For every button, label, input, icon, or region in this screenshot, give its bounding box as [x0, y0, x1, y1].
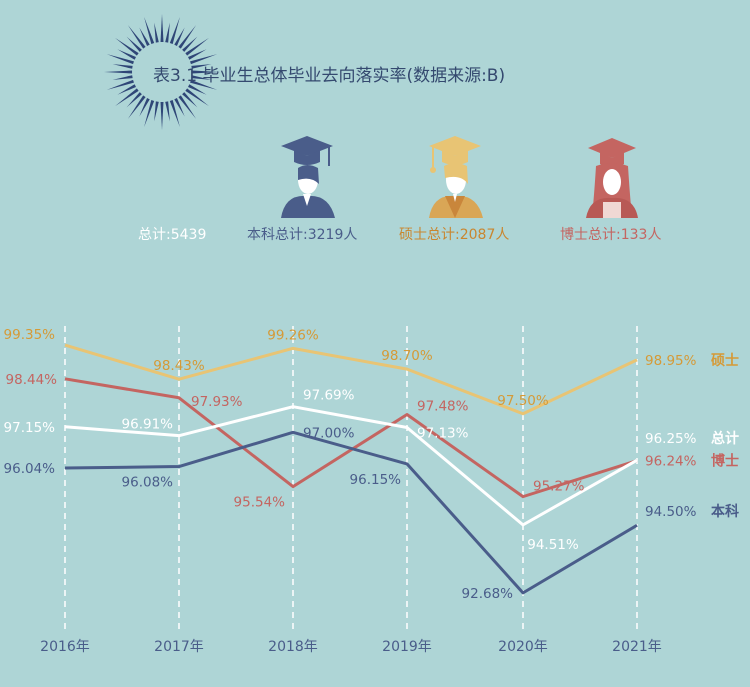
- sunburst-ray: [126, 36, 142, 52]
- sunburst-ray: [127, 25, 146, 49]
- sunburst-ray: [174, 98, 185, 117]
- sunburst-ray: [178, 95, 197, 119]
- sunburst-ray: [154, 22, 159, 43]
- sunburst-ray: [178, 25, 197, 49]
- series-name-total: 总计: [711, 430, 739, 447]
- sunburst-ray: [144, 100, 155, 128]
- data-labels: 99.35% 98.43% 99.26% 98.70% 97.50% 98.95% 98.4…: [4, 327, 697, 602]
- x-tick-label: 2018年: [268, 639, 318, 655]
- data-label-total: 96.91%: [122, 417, 174, 433]
- data-label-bachelor: 94.50%: [645, 504, 697, 520]
- sunburst-ray: [188, 84, 207, 95]
- data-label-doctor: 95.54%: [234, 495, 286, 511]
- sunburst-ray: [144, 16, 155, 44]
- sunburst-ray: [126, 92, 142, 108]
- sunburst-ray: [104, 70, 133, 74]
- sunburst-ray: [117, 84, 136, 95]
- data-label-total: 97.69%: [303, 388, 355, 404]
- x-tick-label: 2019年: [382, 639, 432, 655]
- sunburst-ray: [106, 79, 134, 90]
- data-label-doctor: 97.93%: [191, 394, 243, 410]
- sunburst-ray: [165, 101, 170, 122]
- sunburst-ray: [160, 101, 164, 130]
- sunburst-ray: [185, 37, 209, 56]
- sunburst-ray: [185, 88, 209, 107]
- sunburst-ray: [182, 92, 198, 108]
- legend-doctor: 博士总计:133人: [560, 227, 662, 243]
- data-label-doctor: 98.44%: [6, 372, 58, 388]
- grid-lines: [64, 326, 638, 630]
- sunburst-ray: [169, 100, 180, 128]
- graduate-bachelor-icon: [281, 136, 335, 218]
- data-label-doctor: 96.24%: [645, 454, 697, 470]
- sunburst-ray: [139, 27, 150, 46]
- series-name-master: 硕士: [711, 352, 739, 369]
- legend-bachelor: 本科总计:3219人: [247, 227, 358, 243]
- legend-total: 总计:5439: [138, 227, 207, 243]
- sunburst-ray: [127, 95, 146, 119]
- sunburst-ray: [112, 75, 133, 80]
- sunburst-ray: [117, 49, 136, 60]
- chart-title: 表3.1 毕业生总体毕业去向落实率(数据来源:B): [153, 66, 506, 86]
- sunburst-icon: [104, 14, 220, 130]
- sunburst-ray: [160, 14, 164, 43]
- data-label-master: 99.26%: [267, 327, 319, 343]
- series-line-bachelor: [64, 430, 638, 595]
- x-tick-label: 2020年: [498, 639, 548, 655]
- sunburst-ray: [112, 64, 133, 69]
- x-tick-label: 2017年: [154, 639, 204, 655]
- sunburst-ray: [115, 88, 139, 107]
- data-label-master: 98.95%: [645, 353, 697, 369]
- data-label-bachelor: 96.08%: [122, 475, 174, 491]
- data-label-doctor: 95.27%: [533, 479, 585, 495]
- data-label-bachelor: 96.15%: [350, 472, 402, 488]
- data-label-master: 98.70%: [381, 348, 433, 364]
- sunburst-ray: [165, 22, 170, 43]
- sunburst-ray: [139, 98, 150, 117]
- data-label-total: 97.13%: [417, 426, 469, 442]
- legend-master: 硕士总计:2087人: [399, 227, 510, 243]
- sunburst-ray: [106, 54, 134, 65]
- series-name-bachelor: 本科: [711, 503, 739, 520]
- sunburst-ray: [169, 16, 180, 44]
- data-label-bachelor: 97.00%: [303, 425, 355, 441]
- sunburst-ray: [115, 37, 139, 56]
- series-name-doctor: 博士: [711, 453, 739, 470]
- sunburst-ray: [188, 49, 207, 60]
- series-line-master: [64, 343, 638, 416]
- sunburst-ray: [174, 27, 185, 46]
- data-label-master: 97.50%: [497, 393, 549, 409]
- series-line-total: [64, 405, 638, 527]
- sunburst-ray: [190, 79, 218, 90]
- data-label-total: 96.25%: [645, 431, 697, 447]
- x-tick-label: 2021年: [612, 639, 662, 655]
- sunburst-ray: [154, 101, 159, 122]
- data-label-doctor: 97.48%: [417, 399, 469, 415]
- data-label-bachelor: 92.68%: [462, 586, 514, 602]
- graduate-doctor-icon: [586, 138, 638, 218]
- sunburst-ray: [191, 75, 212, 80]
- graduate-master-icon: [429, 136, 483, 218]
- sunburst-ray: [182, 36, 198, 52]
- data-label-master: 98.43%: [153, 358, 205, 374]
- sunburst-ray: [191, 64, 212, 69]
- x-tick-label: 2016年: [40, 639, 90, 655]
- series-line-doctor: [64, 377, 638, 499]
- data-label-total: 97.15%: [4, 420, 56, 436]
- x-axis-ticks: 2016年 2017年 2018年 2019年 2020年 2021年: [40, 639, 662, 655]
- sunburst-ray: [191, 70, 220, 74]
- sunburst-ray: [190, 54, 218, 65]
- data-label-master: 99.35%: [4, 327, 56, 343]
- data-label-total: 94.51%: [527, 537, 579, 553]
- series-lines: [64, 343, 638, 595]
- data-label-bachelor: 96.04%: [4, 461, 56, 477]
